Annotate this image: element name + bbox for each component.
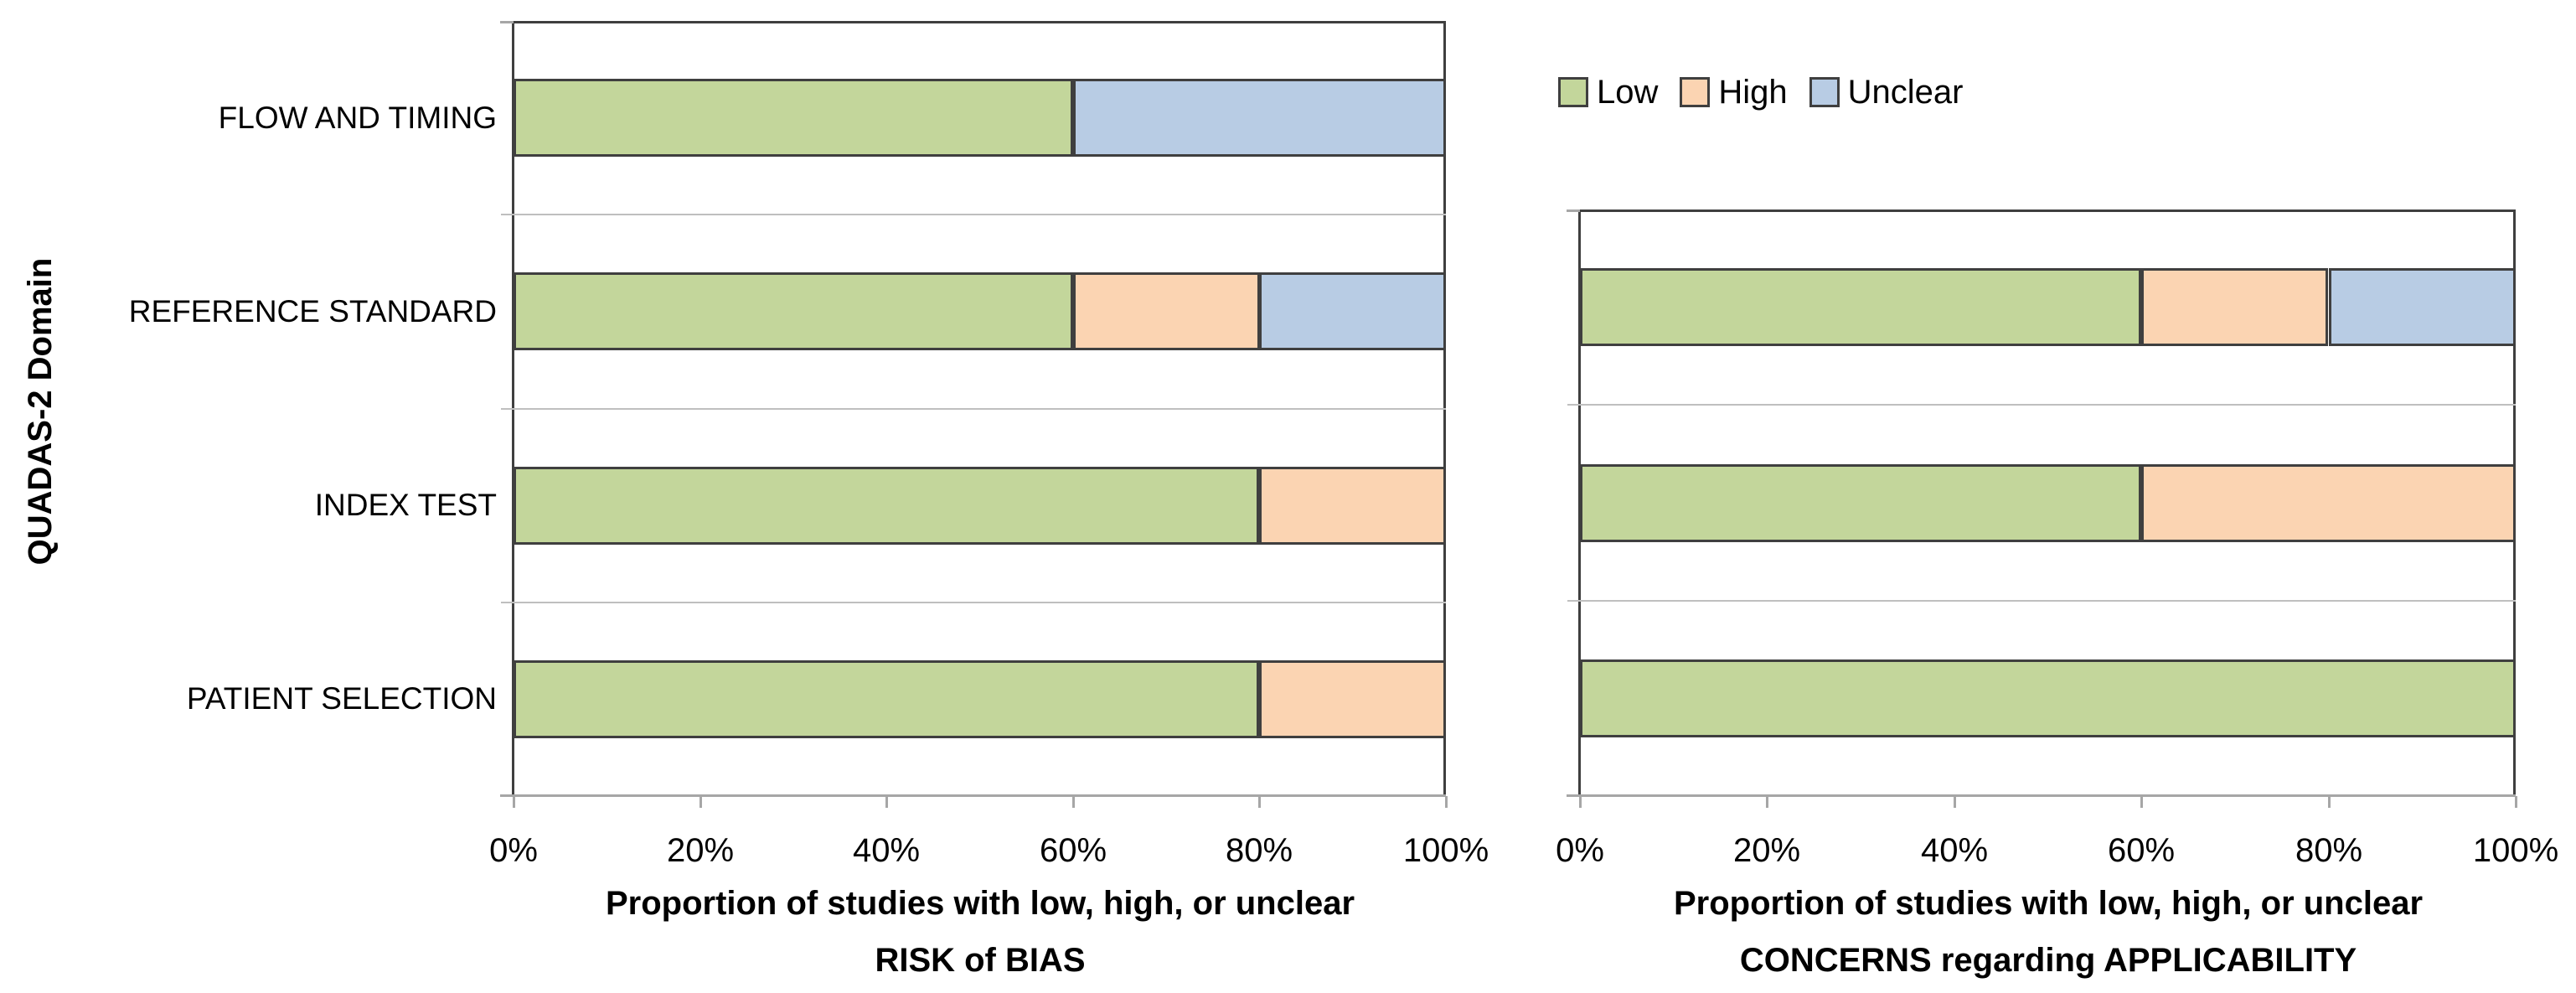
category-axis-tick	[500, 21, 514, 23]
legend-item-low: Low	[1558, 75, 1658, 109]
bar-segment-high	[1259, 660, 1446, 738]
x-axis-tick	[1579, 796, 1582, 808]
x-tick-label: 20%	[666, 832, 735, 869]
bar-segment-high	[2141, 464, 2516, 542]
bar-segment-unclear	[2329, 268, 2516, 346]
x-axis-title-line1: Proportion of studies with low, high, or…	[1673, 885, 2424, 922]
category-label: PATIENT SELECTION	[186, 681, 497, 716]
x-tick-label: 100%	[2472, 832, 2559, 869]
x-axis-tick	[2140, 796, 2143, 808]
category-axis-tick	[1567, 209, 1580, 212]
x-tick-label: 60%	[2107, 832, 2176, 869]
category-separator	[1567, 600, 2516, 602]
bar-segment-low	[1580, 659, 2516, 737]
bar-segment-low	[1580, 268, 2141, 346]
x-axis-line	[500, 794, 1446, 797]
bar-segment-low	[514, 467, 1259, 545]
legend-label: High	[1718, 74, 1788, 111]
category-label: FLOW AND TIMING	[218, 101, 497, 135]
legend-label: Low	[1597, 74, 1659, 111]
x-axis-line	[1567, 794, 2516, 797]
x-axis-title-line2: CONCERNS regarding APPLICABILITY	[1739, 942, 2357, 979]
x-axis-title-line1: Proportion of studies with low, high, or…	[605, 885, 1355, 922]
x-axis-tick	[1954, 796, 1956, 808]
bar-segment-low	[514, 79, 1073, 157]
x-tick-label: 0%	[1556, 832, 1604, 869]
x-axis-tick	[699, 796, 702, 808]
x-axis-tick	[1766, 796, 1768, 808]
x-tick-label: 20%	[1732, 832, 1801, 869]
category-separator	[501, 214, 1446, 215]
legend-swatch-low-icon	[1558, 77, 1588, 107]
bar-segment-high	[1259, 467, 1446, 545]
legend-swatch-unclear-icon	[1809, 77, 1840, 107]
x-axis-tick	[885, 796, 888, 808]
x-tick-label: 0%	[489, 832, 538, 869]
bar-segment-high	[1073, 272, 1260, 350]
category-label: INDEX TEST	[314, 488, 497, 522]
x-axis-tick	[2515, 796, 2517, 808]
bar-segment-unclear	[1259, 272, 1446, 350]
legend-label: Unclear	[1847, 74, 1964, 111]
bar-segment-unclear	[1073, 79, 1446, 157]
x-axis-tick	[513, 796, 515, 808]
x-axis-tick	[2328, 796, 2331, 808]
category-separator	[1567, 404, 2516, 406]
x-tick-label: 60%	[1039, 832, 1107, 869]
category-separator	[501, 408, 1446, 410]
category-label: REFERENCE STANDARD	[128, 294, 497, 328]
category-separator	[501, 602, 1446, 603]
x-axis-title-line2: RISK of BIAS	[875, 942, 1086, 979]
bar-segment-low	[514, 272, 1073, 350]
x-tick-label: 40%	[1920, 832, 1989, 869]
x-tick-label: 100%	[1402, 832, 1489, 869]
y-axis-title: QUADAS-2 Domain	[22, 257, 59, 566]
legend-item-high: High	[1680, 74, 1788, 111]
legend-swatch-high-icon	[1680, 77, 1711, 107]
x-tick-label: 80%	[1225, 832, 1293, 869]
bar-segment-low	[1580, 464, 2141, 542]
x-axis-tick	[1258, 796, 1261, 808]
legend: Low High Unclear	[1558, 75, 1964, 109]
legend-item-unclear: Unclear	[1809, 75, 1964, 109]
bar-segment-low	[514, 660, 1259, 738]
x-axis-tick	[1072, 796, 1075, 808]
x-axis-tick	[1445, 796, 1448, 808]
x-tick-label: 40%	[852, 832, 921, 869]
bar-segment-high	[2141, 268, 2328, 346]
x-tick-label: 80%	[2295, 832, 2363, 869]
